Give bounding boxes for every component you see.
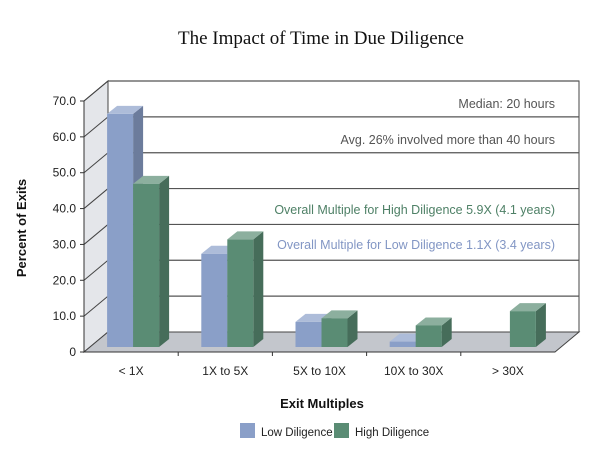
bar-front xyxy=(321,318,348,347)
gridline-diagonal xyxy=(83,152,109,174)
bar-front xyxy=(509,311,536,347)
bar xyxy=(321,310,358,347)
bar-side xyxy=(253,231,264,347)
x-tick-label: 5X to 10X xyxy=(293,364,346,378)
y-tick-label: 70.0 xyxy=(53,94,77,108)
bar-side xyxy=(347,310,358,347)
y-tick-label: 60.0 xyxy=(53,130,77,144)
bar-side xyxy=(441,317,452,347)
legend-label: Low Diligence xyxy=(261,427,333,439)
bar xyxy=(415,317,452,347)
bar xyxy=(227,231,264,347)
chart-walls xyxy=(82,79,581,354)
gridline-diagonal xyxy=(83,224,109,245)
x-axis-ticks: < 1X 1X to 5X 5X to 10X 10X to 30X > 30X xyxy=(84,351,555,378)
legend-swatch xyxy=(240,423,255,438)
x-tick-label: 10X to 30X xyxy=(384,364,443,378)
gridline-diagonal xyxy=(83,259,109,281)
bar xyxy=(133,175,170,347)
gridline-diagonal xyxy=(83,188,109,209)
y-tick-label: 0 xyxy=(69,345,76,359)
bar xyxy=(509,303,546,347)
annotation: Overall Multiple for Low Diligence 1.1X … xyxy=(277,238,555,252)
annotation: Median: 20 hours xyxy=(458,97,555,111)
bar-top xyxy=(227,231,264,240)
bar-front xyxy=(389,341,416,347)
annotation: Overall Multiple for High Diligence 5.9X… xyxy=(274,203,555,217)
legend: Low Diligence High Diligence xyxy=(240,423,429,439)
chart-title: The Impact of Time in Due Diligence xyxy=(178,28,464,49)
gridline-diagonal xyxy=(83,295,109,317)
side-wall xyxy=(83,79,109,354)
bar-front xyxy=(415,325,442,347)
bar-top xyxy=(321,310,358,319)
y-axis-label: Percent of Exits xyxy=(14,179,29,277)
bar-top xyxy=(133,175,170,184)
y-tick-label: 40.0 xyxy=(53,202,77,216)
bar-front xyxy=(107,113,134,347)
annotation: Avg. 26% involved more than 40 hours xyxy=(341,133,555,147)
annotations: Median: 20 hours Avg. 26% involved more t… xyxy=(274,97,555,252)
x-tick-label: > 30X xyxy=(492,364,524,378)
bar-side xyxy=(535,303,546,347)
y-tick-label: 50.0 xyxy=(53,166,77,180)
gridlines xyxy=(83,80,579,317)
bar-side xyxy=(159,175,170,347)
y-tick-label: 20.0 xyxy=(53,273,77,287)
x-axis-label: Exit Multiples xyxy=(280,396,364,411)
back-wall xyxy=(107,80,580,333)
gridline-diagonal xyxy=(83,80,109,102)
bar-top xyxy=(107,105,144,114)
gridline-diagonal xyxy=(83,116,109,138)
bar-front xyxy=(295,321,322,347)
bars xyxy=(107,105,546,347)
x-tick-label: 1X to 5X xyxy=(202,364,248,378)
bar-top xyxy=(509,303,546,312)
y-tick-label: 30.0 xyxy=(53,237,77,251)
legend-label: High Diligence xyxy=(355,427,429,439)
y-axis-ticks: 0 10.0 20.0 30.0 40.0 50.0 60.0 70.0 xyxy=(53,94,85,359)
bar-top xyxy=(415,317,452,326)
y-tick-label: 10.0 xyxy=(53,309,77,323)
legend-swatch xyxy=(334,423,349,438)
bar-front xyxy=(133,183,160,347)
bar-front xyxy=(201,253,228,347)
bar-front xyxy=(227,239,254,347)
x-tick-label: < 1X xyxy=(119,364,144,378)
